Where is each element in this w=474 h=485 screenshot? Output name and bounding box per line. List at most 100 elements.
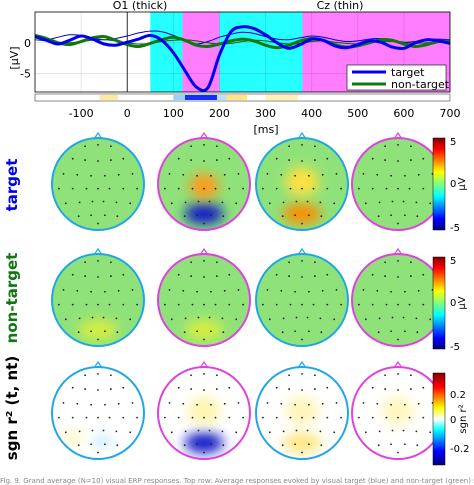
electrode xyxy=(237,288,240,291)
electrode xyxy=(122,187,125,190)
electrode xyxy=(384,374,387,377)
electrode xyxy=(402,429,405,432)
electrode xyxy=(280,289,283,292)
electrode xyxy=(168,288,171,291)
electrode xyxy=(71,303,74,306)
electrode xyxy=(177,303,180,306)
electrode xyxy=(122,273,125,276)
electrode xyxy=(210,174,212,177)
electrode xyxy=(71,273,74,276)
electrode xyxy=(97,222,99,225)
electrode xyxy=(117,173,120,176)
electrode xyxy=(90,290,92,293)
electrode xyxy=(313,261,316,264)
electrode xyxy=(222,331,225,334)
electrode xyxy=(76,173,79,176)
electrode xyxy=(429,431,432,434)
electrode xyxy=(404,290,406,293)
electrode xyxy=(242,416,245,419)
electrode xyxy=(76,402,79,405)
electrode xyxy=(402,200,405,203)
electrode xyxy=(340,303,342,306)
electrode xyxy=(409,159,412,161)
electrode xyxy=(312,416,315,419)
electrode xyxy=(84,275,87,277)
electrode xyxy=(215,261,218,264)
electrode xyxy=(308,443,310,446)
electrode xyxy=(90,174,92,177)
electrode xyxy=(177,157,180,160)
electrode xyxy=(289,416,292,419)
head-outline xyxy=(157,137,251,231)
electrode xyxy=(376,402,379,405)
electrode xyxy=(64,431,67,434)
electrode xyxy=(190,261,193,264)
electrode xyxy=(182,289,185,292)
electrode xyxy=(184,201,187,204)
electrode xyxy=(371,273,374,276)
electrode xyxy=(177,273,180,276)
electrode xyxy=(301,416,303,419)
electrode xyxy=(184,317,187,320)
electrode xyxy=(182,173,185,176)
electrode xyxy=(210,290,212,293)
electrode xyxy=(326,303,329,306)
electrode xyxy=(122,416,125,419)
electrode xyxy=(78,430,81,433)
electrode xyxy=(384,388,387,390)
x-tick-label: -100 xyxy=(69,107,94,120)
electrode xyxy=(164,416,166,419)
electrode xyxy=(404,403,406,406)
y-tick-label: 0 xyxy=(24,37,31,50)
topo-fill xyxy=(352,367,444,459)
electrode xyxy=(281,215,284,218)
topography-grid xyxy=(51,131,445,460)
electrode xyxy=(301,160,303,162)
topo-blob-central xyxy=(187,395,221,426)
electrode xyxy=(131,288,134,291)
electrode xyxy=(422,416,425,419)
colorbar-r2-tick-min: -0.2 xyxy=(450,444,470,455)
electrode xyxy=(91,429,94,432)
electrode xyxy=(313,388,316,390)
topo-blob-occipital-mid xyxy=(93,435,112,448)
topo-fill xyxy=(52,138,144,230)
electrode xyxy=(196,174,199,177)
electrode xyxy=(203,260,205,262)
electrode xyxy=(177,416,180,419)
electrode xyxy=(415,201,418,204)
electrode xyxy=(62,172,65,175)
electrode xyxy=(116,215,119,218)
electrode xyxy=(288,388,291,390)
electrode xyxy=(384,261,387,264)
electrode xyxy=(313,145,316,148)
electrode xyxy=(266,172,269,175)
row-label-target: target xyxy=(3,159,21,212)
electrode xyxy=(203,144,205,146)
electrode xyxy=(415,317,418,320)
electrode xyxy=(326,386,329,389)
electrode xyxy=(64,202,67,205)
electrode xyxy=(108,187,111,190)
electrode xyxy=(242,303,245,306)
electrode xyxy=(319,317,322,320)
electrode xyxy=(77,444,80,447)
electrode xyxy=(294,214,296,217)
electrode xyxy=(84,388,87,390)
electrode xyxy=(362,401,365,404)
electrode xyxy=(122,386,125,389)
electrode xyxy=(221,317,224,320)
electrode xyxy=(97,373,99,375)
electrode xyxy=(104,290,106,293)
electrode xyxy=(371,416,374,419)
electrode xyxy=(408,303,411,306)
electrode xyxy=(294,403,296,406)
colorbar-target-unit: μV xyxy=(457,177,468,190)
electrode xyxy=(417,402,420,405)
topo-fill xyxy=(352,138,444,230)
electrode xyxy=(288,159,291,161)
electrode xyxy=(184,430,187,433)
electrode xyxy=(208,316,211,319)
electrode xyxy=(129,431,132,434)
electrode xyxy=(409,145,412,148)
